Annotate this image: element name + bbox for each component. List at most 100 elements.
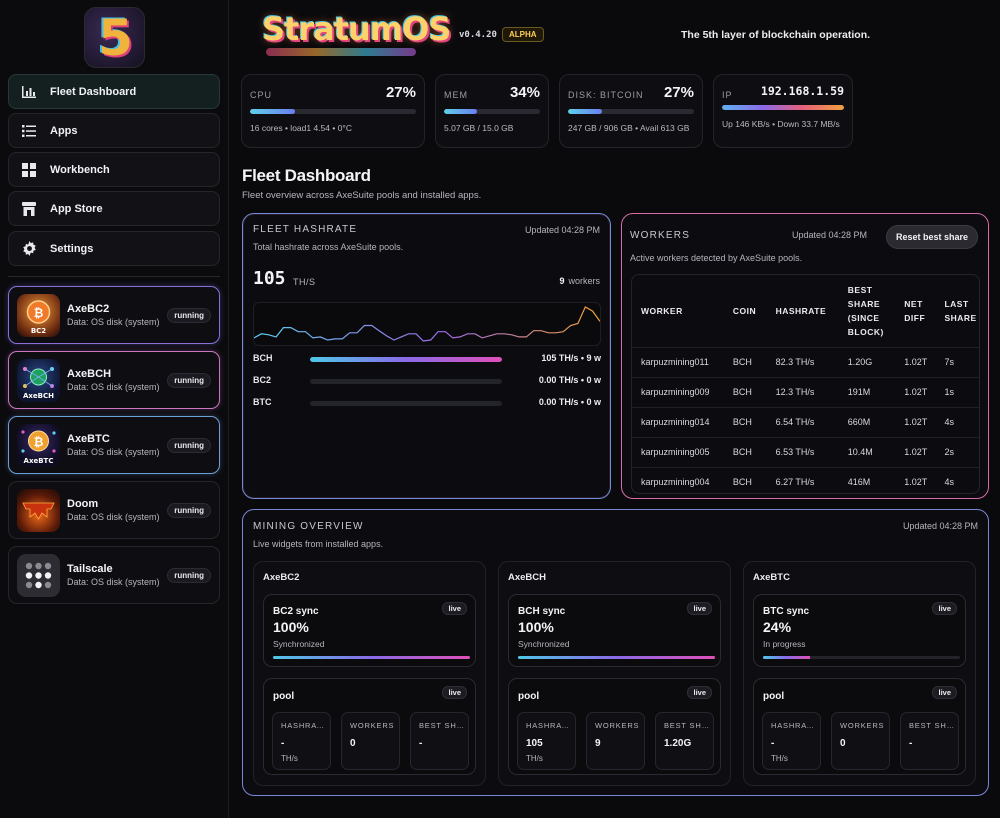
bar-chart-icon — [21, 84, 37, 100]
live-badge: live — [687, 686, 712, 699]
app-card-doom[interactable]: Doom Data: OS disk (system) running — [8, 481, 220, 539]
status-badge: running — [167, 438, 211, 453]
sparkline-chart — [253, 306, 601, 342]
column-header-worker[interactable]: WORKER — [641, 305, 683, 316]
sync-state: Synchronized — [273, 639, 325, 649]
worker-best-share: 191M — [838, 376, 896, 407]
sync-card: live BTC sync 24% In progress — [753, 594, 966, 667]
doom-icon — [17, 489, 60, 532]
column-header-last-share[interactable]: LAST SHARE — [944, 298, 977, 323]
worker-hashrate: 6.27 TH/s — [766, 466, 839, 493]
pool-stat-value: - — [771, 738, 775, 749]
workers-count: 9 workers — [559, 276, 600, 286]
stratumos-logo[interactable]: 5 — [84, 7, 145, 68]
total-hashrate: 105 — [253, 268, 286, 289]
stat-card-disk: DISK: BITCOIN 27% 247 GB / 906 GB • Avai… — [559, 74, 703, 148]
sync-progress-fill — [763, 656, 811, 659]
coin-share-bar — [310, 357, 502, 362]
app-card-axebtc[interactable]: ₿ AxeBTC AxeBTC Data: OS disk (system) ru… — [8, 416, 220, 474]
stat-label: IP — [722, 90, 733, 100]
column-header-coin[interactable]: COIN — [732, 305, 757, 316]
live-badge: live — [442, 602, 467, 615]
worker-coin: BCH — [723, 376, 767, 407]
sync-progress-fill — [518, 656, 715, 659]
stat-value: 34% — [509, 84, 540, 101]
table-header-row: WORKER COIN HASHRATE BEST SHARE (SINCE B… — [632, 275, 979, 347]
app-card-axebch[interactable]: AxeBCH AxeBCH Data: OS disk (system) run… — [8, 351, 220, 409]
tailscale-icon — [17, 554, 60, 597]
nav-settings[interactable]: Settings — [8, 231, 220, 266]
app-data-location: Data: OS disk (system) — [67, 512, 160, 522]
pool-stat-value: 1.20G — [664, 738, 692, 749]
worker-hashrate: 6.53 TH/s — [766, 436, 839, 467]
pool-card: live pool HASHRATE 105 TH/s WORKERS 9 BEST … — [508, 678, 721, 775]
cpu-usage-fill — [250, 109, 295, 114]
app-card-tailscale[interactable]: Tailscale Data: OS disk (system) running — [8, 546, 220, 604]
worker-coin: BCH — [723, 466, 767, 493]
worker-best-share: 416M — [838, 466, 896, 493]
worker-coin: BCH — [723, 346, 767, 377]
worker-best-share: 1.20G — [838, 346, 896, 377]
panel-description: Total hashrate across AxeSuite pools. — [253, 242, 404, 252]
pool-stat-label: HASHRATE — [771, 721, 817, 730]
worker-name: karpuzmining009 — [632, 376, 724, 407]
stat-value: 27% — [385, 84, 416, 101]
worker-name: karpuzmining004 — [632, 466, 724, 493]
network-fill — [722, 105, 844, 110]
app-name: AxeBTC — [67, 433, 110, 445]
worker-net-diff: 1.02T — [895, 466, 936, 493]
panel-title: MINING OVERVIEW — [253, 521, 364, 532]
updated-timestamp: Updated 04:28 PM — [902, 521, 978, 531]
worker-hashrate: 12.3 TH/s — [766, 376, 839, 407]
list-icon — [21, 123, 37, 139]
gear-icon — [21, 241, 37, 257]
worker-name: karpuzmining011 — [632, 346, 724, 377]
app-card-axebc2[interactable]: ₿ BC2 AxeBC2 Data: OS disk (system) runni… — [8, 286, 220, 344]
worker-last-share: 7s — [935, 346, 979, 377]
coin-row-bc2: BC2 0.00 TH/s • 0 w — [253, 375, 601, 387]
pool-stat-label: WORKERS — [840, 721, 885, 730]
svg-text:₿: ₿ — [34, 435, 44, 449]
nav-workbench[interactable]: Workbench — [8, 152, 220, 187]
reset-best-share-button[interactable]: Reset best share — [885, 225, 978, 249]
panel-description: Live widgets from installed apps. — [253, 539, 384, 549]
pool-stat-label: BEST SHARE — [909, 721, 955, 730]
stat-footnote: 16 cores • load1 4.54 • 0°C — [250, 123, 352, 133]
status-badge: running — [167, 503, 211, 518]
coin-share-bar — [310, 379, 502, 384]
panel-title: FLEET HASHRATE — [253, 224, 358, 235]
fleet-hashrate-panel: FLEET HASHRATE Updated 04:28 PM Total ha… — [242, 213, 611, 499]
nav-app-store[interactable]: App Store — [8, 191, 220, 226]
live-badge: live — [442, 686, 467, 699]
widget-app-name: AxeBCH — [508, 572, 547, 583]
stat-label: CPU — [250, 90, 273, 100]
coin-value: 0.00 TH/s • 0 w — [538, 397, 601, 407]
panel-title: WORKERS — [630, 230, 691, 241]
workers-table-container[interactable]: WORKER COIN HASHRATE BEST SHARE (SINCE B… — [631, 274, 980, 494]
sync-state: Synchronized — [518, 639, 570, 649]
column-header-net-diff[interactable]: NET DIFF — [904, 298, 926, 323]
mem-usage-fill — [444, 109, 477, 114]
nav-label: Fleet Dashboard — [50, 85, 137, 98]
column-header-hashrate[interactable]: HASHRATE — [775, 305, 827, 316]
panel-description: Active workers detected by AxeSuite pool… — [630, 253, 803, 263]
pool-title: pool — [763, 691, 785, 702]
pool-stat-value: - — [281, 738, 285, 749]
axebch-icon: AxeBCH — [17, 359, 60, 402]
sync-progress-bar — [763, 656, 960, 659]
mem-usage-bar — [444, 109, 540, 114]
stat-label: DISK: BITCOIN — [568, 90, 644, 100]
pool-stat-unit: TH/s — [281, 754, 298, 763]
pool-card: live pool HASHRATE - TH/s WORKERS 0 BEST SH… — [263, 678, 476, 775]
column-header-best-share[interactable]: BEST SHARE (SINCE BLOCK) — [847, 284, 884, 337]
stat-footnote: 5.07 GB / 15.0 GB — [444, 123, 514, 133]
pool-stat-value: 105 — [526, 738, 543, 749]
sync-percent: 100% — [518, 619, 554, 635]
nav-fleet-dashboard[interactable]: Fleet Dashboard — [8, 74, 220, 109]
nav-apps[interactable]: Apps — [8, 113, 220, 148]
table-row: karpuzmining014 BCH 6.54 TH/s 660M 1.02T 4s — [632, 406, 979, 437]
worker-coin: BCH — [723, 436, 767, 467]
worker-hashrate: 6.54 TH/s — [766, 406, 839, 437]
sparkline-path — [253, 306, 601, 342]
pool-stat-label: HASHRATE — [526, 721, 572, 730]
